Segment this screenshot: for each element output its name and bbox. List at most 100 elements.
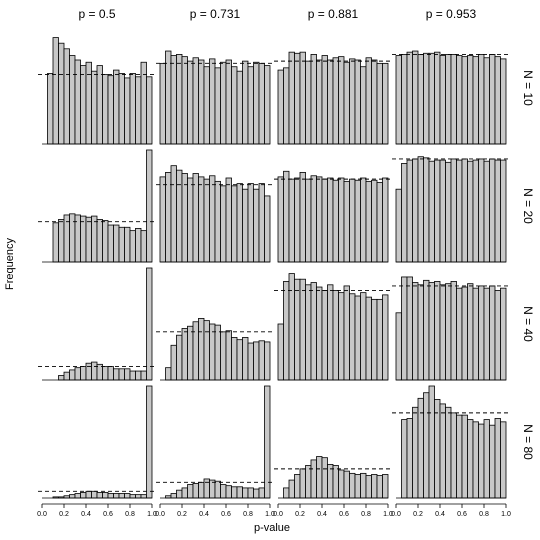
- histogram-bar: [107, 75, 114, 145]
- histogram-bar: [401, 54, 408, 145]
- histogram-panel: [38, 37, 156, 145]
- histogram-bar: [253, 488, 260, 499]
- histogram-bar: [113, 368, 120, 381]
- histogram-bar: [450, 412, 457, 499]
- histogram-bar: [288, 178, 295, 263]
- column-titles: p = 0.5 p = 0.731 p = 0.881 p = 0.953: [78, 7, 476, 21]
- histogram-bar: [264, 341, 271, 381]
- histogram-bar: [124, 368, 131, 381]
- histogram-bar: [231, 185, 238, 263]
- histogram-bar: [401, 419, 408, 499]
- histogram-bar: [74, 367, 81, 381]
- histogram-bar: [349, 58, 356, 145]
- histogram-bar: [187, 484, 194, 499]
- histogram-bar: [91, 70, 98, 145]
- histogram-bar: [96, 491, 103, 499]
- histogram-bar: [439, 284, 446, 381]
- histogram-bar: [214, 180, 221, 263]
- histogram-bar: [236, 70, 243, 145]
- histogram-bar: [406, 276, 413, 381]
- histogram-bar: [159, 176, 166, 263]
- histogram-bar: [242, 487, 249, 499]
- x-tick-label: 0.8: [361, 511, 371, 518]
- histogram-bar: [140, 230, 147, 263]
- histogram-bar: [203, 320, 210, 381]
- histogram-bar: [225, 485, 232, 499]
- histogram-bar: [159, 62, 166, 145]
- histogram-bar: [91, 215, 98, 263]
- histogram-bar: [198, 176, 205, 263]
- histogram-bar: [258, 62, 265, 145]
- histogram-bar: [349, 178, 356, 263]
- histogram-bar: [445, 161, 452, 263]
- histogram-bar: [220, 331, 227, 381]
- histogram-bar: [129, 494, 136, 499]
- histogram-bar: [371, 474, 378, 499]
- histogram-bar: [500, 58, 507, 145]
- column-title: p = 0.881: [308, 7, 359, 21]
- histogram-bar: [165, 171, 172, 263]
- histogram-bar: [264, 385, 271, 499]
- histogram-bar: [489, 54, 496, 145]
- histogram-bar: [401, 163, 408, 263]
- histogram-bar: [327, 59, 334, 145]
- x-tick-label: 0.8: [479, 511, 489, 518]
- histogram-bar: [52, 37, 59, 145]
- column-title: p = 0.731: [190, 7, 241, 21]
- histogram-bar: [423, 279, 430, 381]
- row-title: N = 10: [521, 70, 535, 106]
- histogram-bar: [456, 287, 463, 381]
- histogram-panel: [274, 273, 392, 381]
- histogram-bar: [417, 54, 424, 145]
- histogram-bar: [236, 339, 243, 381]
- histogram-bar: [146, 149, 153, 263]
- histogram-bar: [242, 60, 249, 145]
- histogram-panel: [156, 50, 274, 145]
- histogram-bar: [69, 494, 76, 499]
- histogram-bar: [439, 55, 446, 145]
- histogram-bar: [283, 487, 290, 499]
- histogram-bar: [258, 487, 265, 499]
- row-title: N = 20: [521, 188, 535, 224]
- histogram-bar: [253, 341, 260, 381]
- histogram-bar: [74, 59, 81, 145]
- histogram-bar: [277, 69, 284, 145]
- histogram-bar: [412, 158, 419, 263]
- histogram-bar: [472, 159, 479, 263]
- histogram-bar: [354, 295, 361, 381]
- histogram-bar: [283, 281, 290, 381]
- histogram-bar: [176, 489, 183, 499]
- histogram-bar: [96, 65, 103, 145]
- histogram-bar: [412, 282, 419, 381]
- x-tick-label: 1.0: [383, 511, 393, 518]
- histogram-bar: [428, 52, 435, 145]
- histogram-bar: [170, 493, 177, 499]
- histogram-bar: [371, 179, 378, 263]
- histogram-bar: [283, 170, 290, 263]
- histogram-bar: [220, 484, 227, 499]
- histogram-bar: [321, 55, 328, 145]
- histogram-bar: [203, 478, 210, 499]
- histogram-bar: [146, 267, 153, 381]
- histogram-bar: [461, 414, 468, 499]
- histogram-bar: [412, 406, 419, 499]
- histogram-bar: [434, 51, 441, 145]
- histogram-bar: [434, 281, 441, 381]
- histogram-bar: [85, 362, 92, 381]
- histogram-bar: [382, 294, 389, 381]
- histogram-bar: [299, 468, 306, 499]
- histogram-bar: [264, 65, 271, 145]
- histogram-bar: [288, 51, 295, 145]
- histogram-bar: [283, 67, 290, 145]
- histogram-bar: [102, 220, 109, 263]
- histogram-panel: [156, 165, 274, 263]
- histogram-bar: [225, 177, 232, 263]
- histogram-bar: [129, 370, 136, 381]
- x-axis: 0.0 0.2 0.4 0.6 0.8 1.00.0 0.2 0.4 0.6 0.8 1.00.0 0…: [37, 503, 511, 518]
- histogram-bar: [209, 323, 216, 381]
- x-tick-label: 0.4: [81, 511, 91, 518]
- histogram-bar: [135, 494, 142, 499]
- histogram-bar: [58, 219, 65, 263]
- histogram-bar: [327, 284, 334, 381]
